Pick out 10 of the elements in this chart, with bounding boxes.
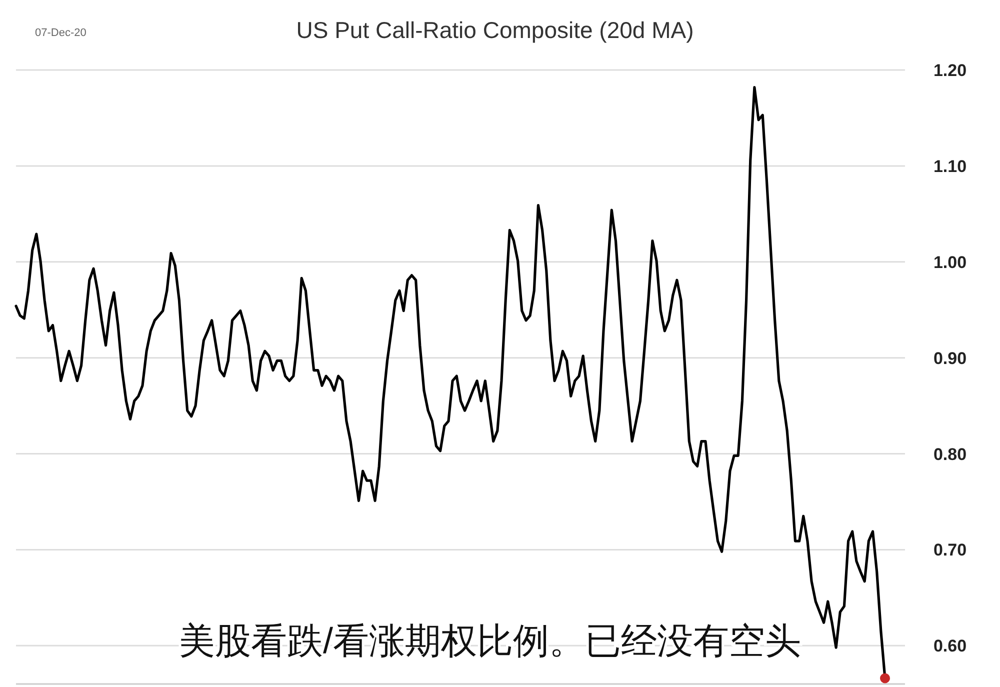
chart-title: US Put Call-Ratio Composite (20d MA)	[296, 17, 694, 43]
y-tick-label: 0.70	[933, 540, 967, 560]
y-tick-label: 1.20	[933, 61, 967, 80]
y-tick-label: 0.60	[933, 636, 967, 656]
y-tick-label: 1.10	[933, 156, 967, 176]
y-tick-label: 0.80	[933, 444, 967, 464]
annotation: 美股看跌/看涨期权比例。已经没有空头	[178, 620, 802, 661]
text: 07-Dec-20	[35, 27, 86, 39]
y-tick-label: 0.90	[933, 348, 967, 368]
y-tick-label: 1.00	[933, 252, 967, 272]
